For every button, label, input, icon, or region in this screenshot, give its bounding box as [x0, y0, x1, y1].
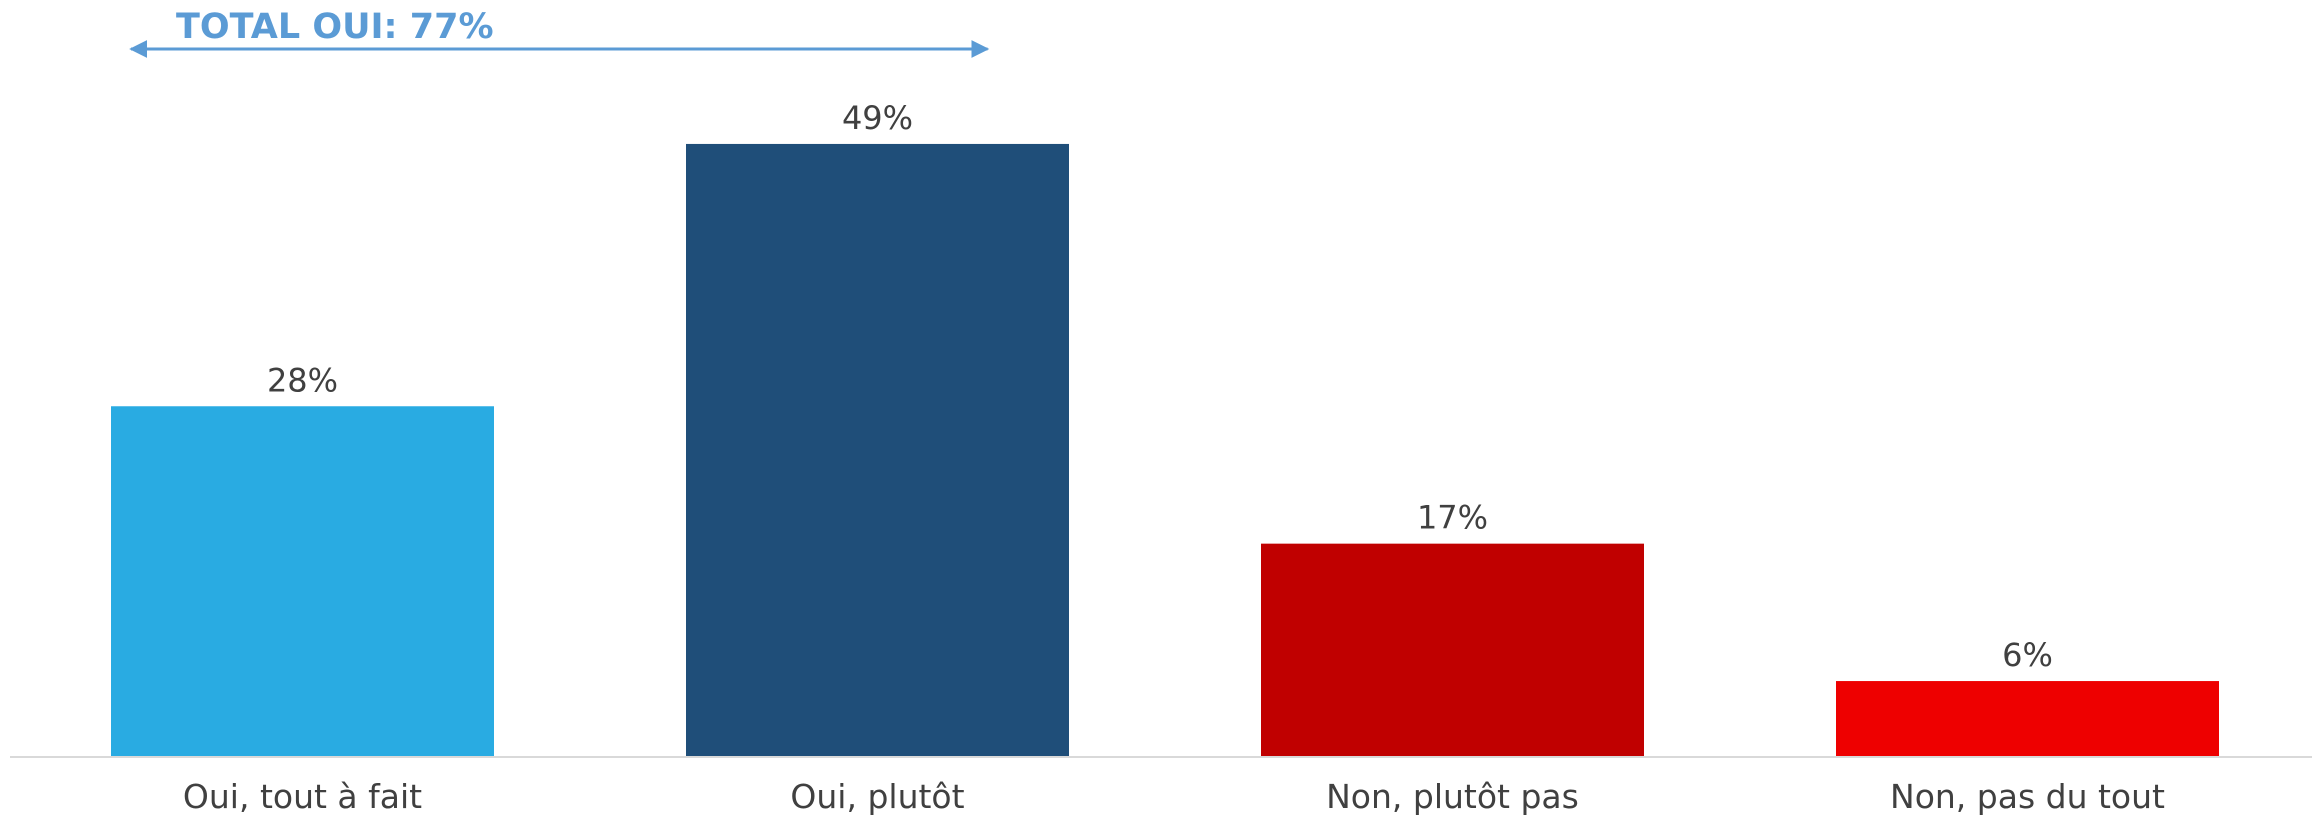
bar-4 [1836, 681, 2219, 756]
bar-3 [1261, 543, 1644, 756]
total-oui-annotation: TOTAL OUI: 77% [176, 7, 494, 47]
bars: 28% 49% 17% 6% [111, 99, 2219, 757]
bar-2 [686, 143, 1069, 757]
data-label-1: 28% [267, 361, 338, 399]
bar-1 [111, 406, 494, 756]
category-label-2: Oui, plutôt [790, 777, 964, 816]
data-label-2: 49% [842, 99, 913, 137]
data-label-3: 17% [1417, 499, 1488, 537]
category-label-4: Non, pas du tout [1890, 777, 2165, 816]
category-label-3: Non, plutôt pas [1326, 777, 1579, 816]
category-label-1: Oui, tout à fait [183, 777, 422, 816]
data-label-4: 6% [2002, 636, 2053, 674]
category-labels: Oui, tout à fait Oui, plutôt Non, plutôt p… [183, 777, 2165, 816]
